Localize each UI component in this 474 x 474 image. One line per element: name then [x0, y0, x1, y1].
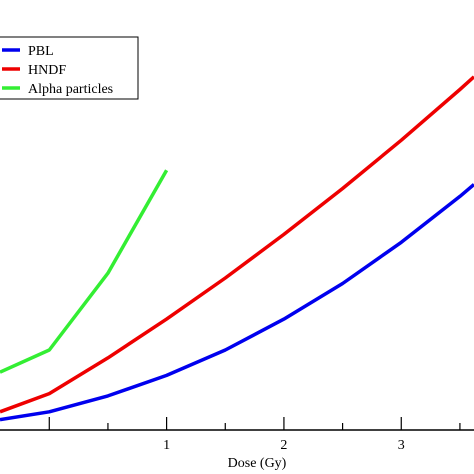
- x-tick-label: 2: [280, 438, 287, 453]
- series-layer: [0, 75, 474, 422]
- legend-label: PBL: [28, 44, 54, 59]
- series-line-pbl: [0, 183, 474, 422]
- legend: PBL HNDF Alpha particles: [0, 36, 139, 100]
- series-line-alpha-particles: [0, 169, 169, 374]
- legend-box: [0, 36, 139, 100]
- legend-label: Alpha particles: [28, 82, 113, 97]
- x-ticks: 1 2 3: [48, 417, 461, 453]
- x-tick-label: 1: [163, 438, 170, 453]
- x-tick-label: 3: [398, 438, 405, 453]
- legend-label: HNDF: [28, 63, 66, 78]
- series-line-hndf: [0, 75, 474, 414]
- x-axis-title: Dose (Gy): [228, 456, 287, 471]
